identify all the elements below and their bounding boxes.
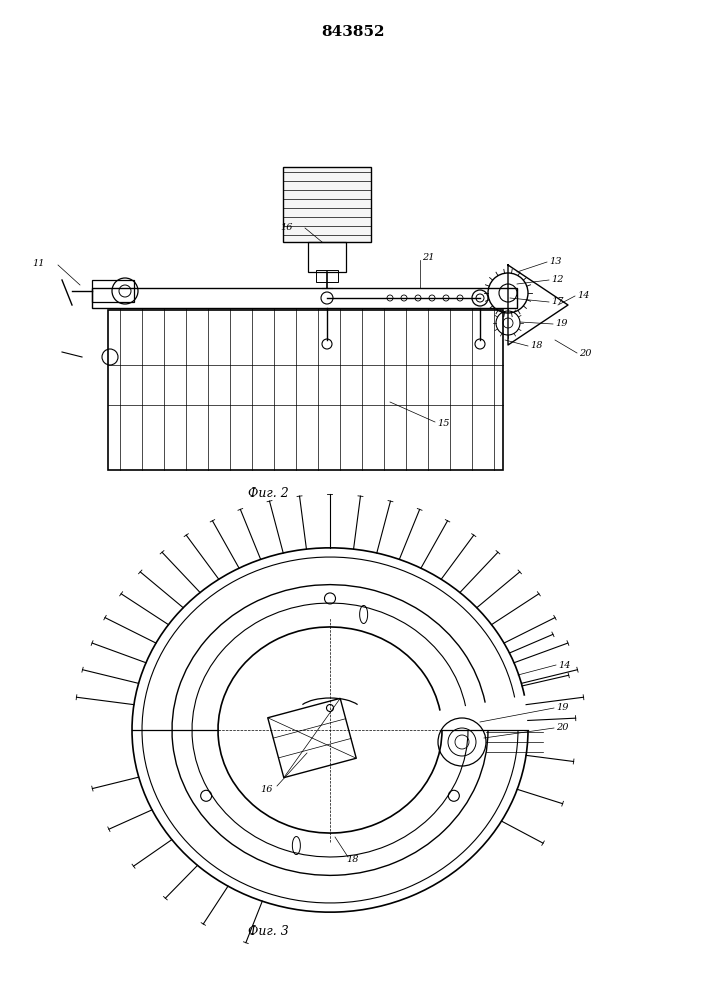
Text: 21: 21 — [422, 253, 435, 262]
Bar — [108, 310, 503, 470]
Bar — [316, 270, 338, 282]
Text: 14: 14 — [577, 292, 590, 300]
Text: 843852: 843852 — [321, 25, 385, 39]
Bar — [283, 167, 371, 242]
Text: 19: 19 — [555, 320, 568, 328]
Text: 18: 18 — [530, 342, 542, 351]
Text: 12: 12 — [551, 275, 563, 284]
Text: 16: 16 — [281, 223, 293, 232]
Bar — [92, 288, 517, 308]
Text: 17: 17 — [551, 298, 563, 306]
Bar — [308, 242, 346, 272]
Text: 19: 19 — [556, 704, 568, 712]
Text: Фиг. 2: Фиг. 2 — [247, 487, 288, 500]
Text: 15: 15 — [437, 418, 450, 428]
Text: 20: 20 — [556, 724, 568, 732]
Text: 13: 13 — [549, 257, 561, 266]
Text: 16: 16 — [260, 784, 272, 794]
Text: Фиг. 3: Фиг. 3 — [247, 925, 288, 938]
Text: 14: 14 — [558, 660, 571, 670]
Bar — [92, 280, 134, 302]
Text: 11: 11 — [33, 258, 45, 267]
Text: 18: 18 — [346, 856, 358, 864]
Text: 20: 20 — [579, 349, 592, 358]
